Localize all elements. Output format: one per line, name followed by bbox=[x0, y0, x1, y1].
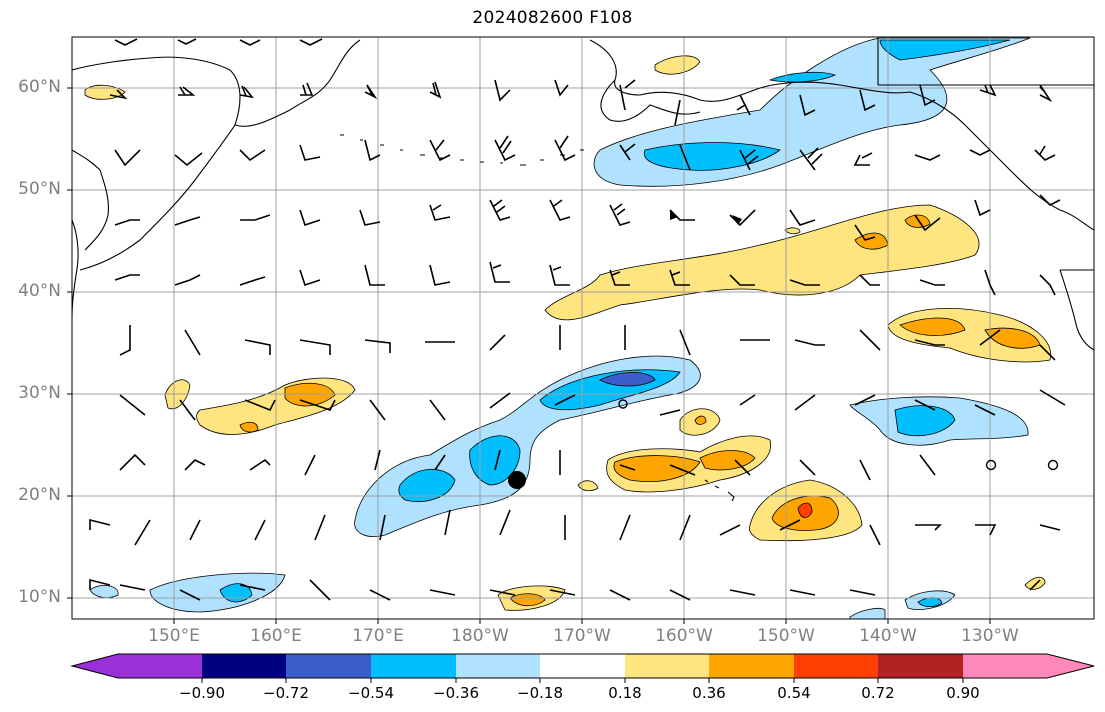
colorbar-tick-label: −0.90 bbox=[179, 684, 225, 702]
lon-label-150e: 150°E bbox=[148, 626, 200, 646]
lon-label-130w: 130°W bbox=[961, 626, 1019, 646]
lon-label-160e: 160°E bbox=[250, 626, 302, 646]
lat-label-40n: 40°N bbox=[18, 281, 61, 301]
lon-label-150w: 150°W bbox=[757, 626, 815, 646]
colorbar-tick-label: 0.18 bbox=[608, 684, 642, 702]
lat-label-20n: 20°N bbox=[18, 485, 61, 505]
wind-flags bbox=[670, 210, 742, 225]
map-title: 2024082600 F108 bbox=[472, 8, 633, 28]
colorbar-tick-label: 0.90 bbox=[946, 684, 980, 702]
wind-barbs bbox=[89, 38, 1066, 601]
colorbar-tick-label: 0.36 bbox=[692, 684, 726, 702]
lon-label-170e: 170°E bbox=[352, 626, 404, 646]
calm-markers bbox=[618, 399, 1059, 471]
colorbar-tick-label: 0.54 bbox=[777, 684, 811, 702]
lat-label-10n: 10°N bbox=[18, 587, 61, 607]
lon-label-160w: 160°W bbox=[655, 626, 713, 646]
graticule bbox=[72, 37, 1094, 619]
coastlines bbox=[72, 37, 1094, 502]
lon-label-170w: 170°W bbox=[553, 626, 611, 646]
colorbar-tick-label: 0.72 bbox=[861, 684, 895, 702]
map-frame bbox=[71, 36, 1095, 620]
lat-label-50n: 50°N bbox=[18, 179, 61, 199]
lat-label-30n: 30°N bbox=[18, 383, 61, 403]
lat-label-60n: 60°N bbox=[18, 77, 61, 97]
colorbar-tick-label: −0.36 bbox=[433, 684, 479, 702]
colorbar-tick-label: −0.18 bbox=[517, 684, 563, 702]
colorbar-tick-label: −0.54 bbox=[348, 684, 394, 702]
storm-center-marker bbox=[508, 471, 526, 489]
lon-label-140w: 140°W bbox=[859, 626, 917, 646]
shaded-field-layer bbox=[84, 37, 1052, 619]
colorbar-tick-label: −0.72 bbox=[263, 684, 309, 702]
lon-label-180w: 180°W bbox=[451, 626, 509, 646]
axis-ticks bbox=[67, 87, 991, 624]
